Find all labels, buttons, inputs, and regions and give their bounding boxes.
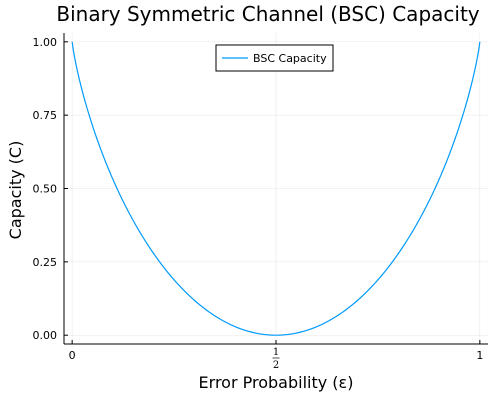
grid: [64, 33, 488, 344]
y-tick-label: 0.25: [33, 256, 58, 269]
chart-title: Binary Symmetric Channel (BSC) Capacity: [56, 2, 479, 26]
x-tick-label-numerator: 1: [273, 347, 279, 358]
y-tick-label: 0.50: [33, 183, 58, 196]
y-axis-label: Capacity (C): [6, 141, 25, 240]
legend-entry: BSC Capacity: [253, 52, 327, 65]
y-tick-label: 1.00: [33, 36, 58, 49]
x-tick-label: 0: [69, 349, 76, 362]
series-line-bsc-capacity: [71, 41, 481, 336]
y-tick-label: 0.00: [33, 329, 58, 342]
x-axis-label: Error Probability (ε): [199, 373, 354, 392]
series-layer: [71, 41, 481, 336]
x-tick-label: 1: [476, 349, 483, 362]
x-tick-label-denominator: 2: [273, 360, 279, 371]
legend: BSC Capacity: [215, 44, 334, 72]
y-tick-label: 0.75: [33, 109, 58, 122]
ticks: 0 1 2 1 0.00 0.25 0.50 0.75 1.00: [33, 36, 484, 371]
